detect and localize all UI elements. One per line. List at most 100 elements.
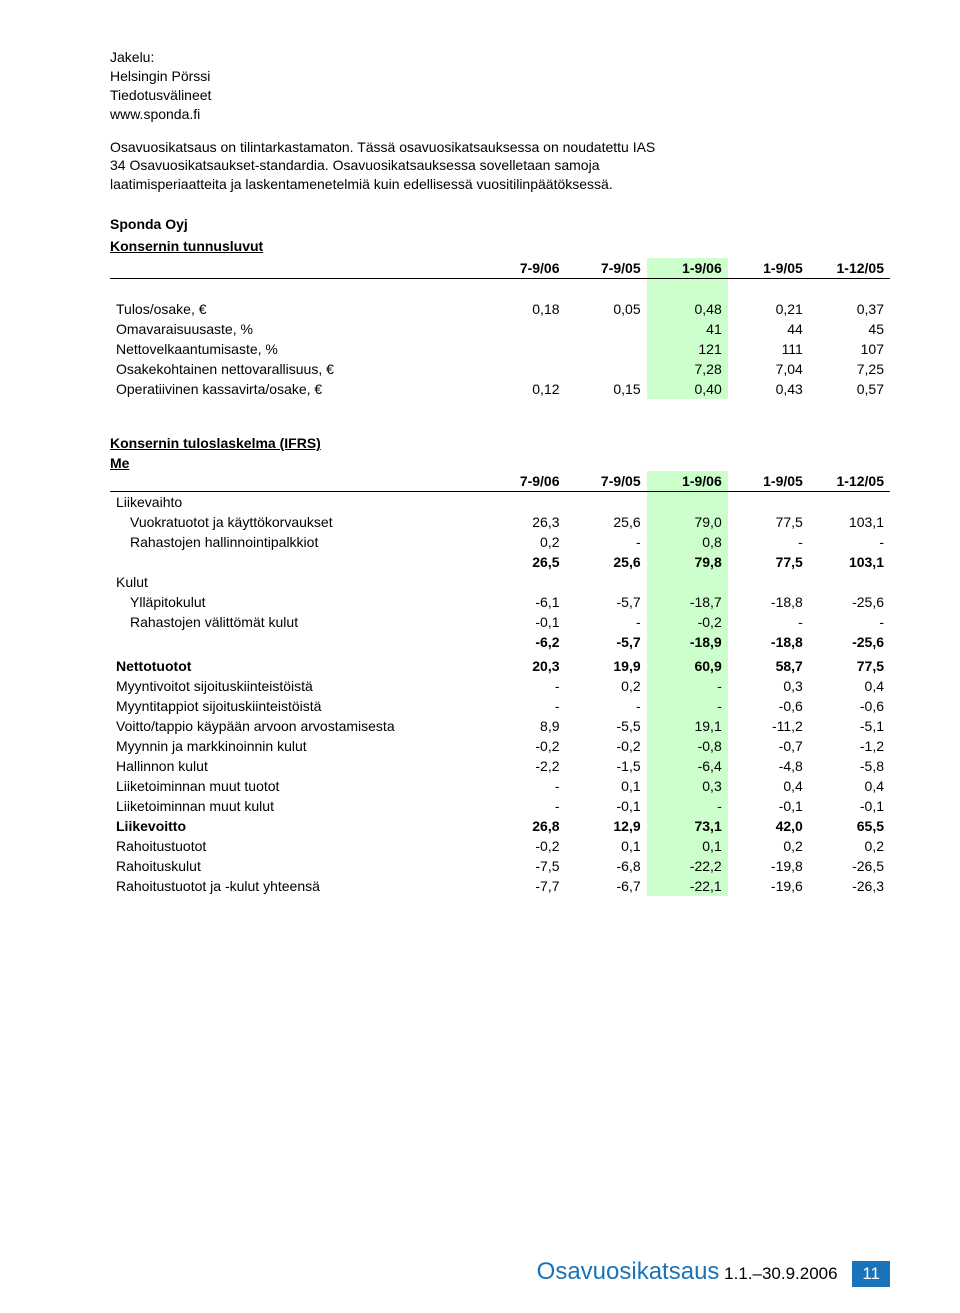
cell-value: 0,05 (566, 299, 647, 319)
cell-value: 0,4 (809, 776, 890, 796)
row-label: Ylläpitokulut (110, 592, 484, 612)
cell-value: - (484, 796, 565, 816)
cell-value: - (647, 696, 728, 716)
cell-value: 0,1 (647, 836, 728, 856)
row-label: Myyntivoitot sijoituskiinteistöistä (110, 676, 484, 696)
cell-value: -18,8 (728, 592, 809, 612)
period-col: 1-9/06 (647, 471, 728, 492)
cell-value (647, 492, 728, 513)
cell-value: 0,2 (728, 836, 809, 856)
cell-value: -0,6 (809, 696, 890, 716)
row-label: Liikevoitto (110, 816, 484, 836)
table-row: Rahastojen välittömät kulut-0,1--0,2-- (110, 612, 890, 632)
cell-value: 77,5 (728, 552, 809, 572)
intro-line: laatimisperiaatteita ja laskentamenetelm… (110, 175, 890, 194)
cell-value: 0,2 (809, 836, 890, 856)
cell-value: 26,8 (484, 816, 565, 836)
table-row: Myyntitappiot sijoituskiinteistöistä----… (110, 696, 890, 716)
header-line: Jakelu: (110, 48, 890, 67)
row-label: Liiketoiminnan muut tuotot (110, 776, 484, 796)
table-row: Kulut (110, 572, 890, 592)
cell-value: -5,7 (566, 592, 647, 612)
cell-value: 121 (647, 339, 728, 359)
table-row: 26,525,679,877,5103,1 (110, 552, 890, 572)
table2-title: Konsernin tuloslaskelma (IFRS) (110, 435, 890, 451)
row-label: Rahoituskulut (110, 856, 484, 876)
cell-value: 60,9 (647, 656, 728, 676)
table1-title: Konsernin tunnusluvut (110, 238, 890, 254)
row-label: Kulut (110, 572, 484, 592)
cell-value: 0,4 (728, 776, 809, 796)
header-line: Tiedotusvälineet (110, 86, 890, 105)
cell-value: -6,1 (484, 592, 565, 612)
cell-value: 0,2 (484, 532, 565, 552)
cell-value (484, 572, 565, 592)
table-row: Omavaraisuusaste, %414445 (110, 319, 890, 339)
cell-value: -5,8 (809, 756, 890, 776)
cell-value: - (728, 532, 809, 552)
cell-value: 0,37 (809, 299, 890, 319)
footer-page-number: 11 (852, 1261, 890, 1287)
cell-value: 107 (809, 339, 890, 359)
cell-value: 26,5 (484, 552, 565, 572)
cell-value: -25,6 (809, 632, 890, 652)
cell-value: - (647, 676, 728, 696)
cell-value (566, 572, 647, 592)
row-label: Rahoitustuotot (110, 836, 484, 856)
cell-value: 7,28 (647, 359, 728, 379)
cell-value: 45 (809, 319, 890, 339)
cell-value (809, 572, 890, 592)
cell-value: -26,5 (809, 856, 890, 876)
cell-value: -0,8 (647, 736, 728, 756)
cell-value (566, 359, 647, 379)
header-line: www.sponda.fi (110, 105, 890, 124)
cell-value: - (484, 776, 565, 796)
income-statement-table: 7-9/06 7-9/05 1-9/06 1-9/05 1-12/05 Liik… (110, 471, 890, 896)
cell-value (484, 359, 565, 379)
cell-value: 0,2 (566, 676, 647, 696)
table-row: Rahoituskulut-7,5-6,8-22,2-19,8-26,5 (110, 856, 890, 876)
spacer-row (110, 279, 890, 300)
cell-value: 0,48 (647, 299, 728, 319)
cell-value: 77,5 (809, 656, 890, 676)
table-row: Nettotuotot20,319,960,958,777,5 (110, 656, 890, 676)
cell-value: -4,8 (728, 756, 809, 776)
period-col: 1-12/05 (809, 471, 890, 492)
period-col: 7-9/05 (566, 471, 647, 492)
cell-value: -5,5 (566, 716, 647, 736)
cell-value: -6,8 (566, 856, 647, 876)
cell-value: 7,25 (809, 359, 890, 379)
cell-value: 0,40 (647, 379, 728, 399)
footer-date-range: 1.1.–30.9.2006 (724, 1264, 837, 1283)
row-label: Rahastojen välittömät kulut (110, 612, 484, 632)
cell-value (484, 319, 565, 339)
row-label: Operatiivinen kassavirta/osake, € (110, 379, 484, 399)
cell-value: 42,0 (728, 816, 809, 836)
header-line: Helsingin Pörssi (110, 67, 890, 86)
cell-value: 58,7 (728, 656, 809, 676)
table-row: Rahoitustuotot ja -kulut yhteensä-7,7-6,… (110, 876, 890, 896)
cell-value: -25,6 (809, 592, 890, 612)
cell-value: 19,9 (566, 656, 647, 676)
table2-unit: Me (110, 455, 890, 471)
table-row: Voitto/tappio käypään arvoon arvostamise… (110, 716, 890, 736)
row-label: Liikevaihto (110, 492, 484, 513)
table-header-row: 7-9/06 7-9/05 1-9/06 1-9/05 1-12/05 (110, 471, 890, 492)
cell-value: -0,2 (484, 836, 565, 856)
row-label: Liiketoiminnan muut kulut (110, 796, 484, 816)
cell-value: 103,1 (809, 552, 890, 572)
distribution-block: Jakelu: Helsingin Pörssi Tiedotusvälinee… (110, 48, 890, 124)
cell-value: -0,1 (566, 796, 647, 816)
period-col: 1-9/06 (647, 258, 728, 279)
cell-value: 111 (728, 339, 809, 359)
row-label: Tulos/osake, € (110, 299, 484, 319)
cell-value: 0,15 (566, 379, 647, 399)
cell-value: -26,3 (809, 876, 890, 896)
cell-value: - (728, 612, 809, 632)
cell-value: -0,2 (484, 736, 565, 756)
table-row: Rahoitustuotot-0,20,10,10,20,2 (110, 836, 890, 856)
cell-value: 25,6 (566, 552, 647, 572)
cell-value: -0,1 (728, 796, 809, 816)
cell-value (566, 319, 647, 339)
table-row: Rahastojen hallinnointipalkkiot0,2-0,8-- (110, 532, 890, 552)
